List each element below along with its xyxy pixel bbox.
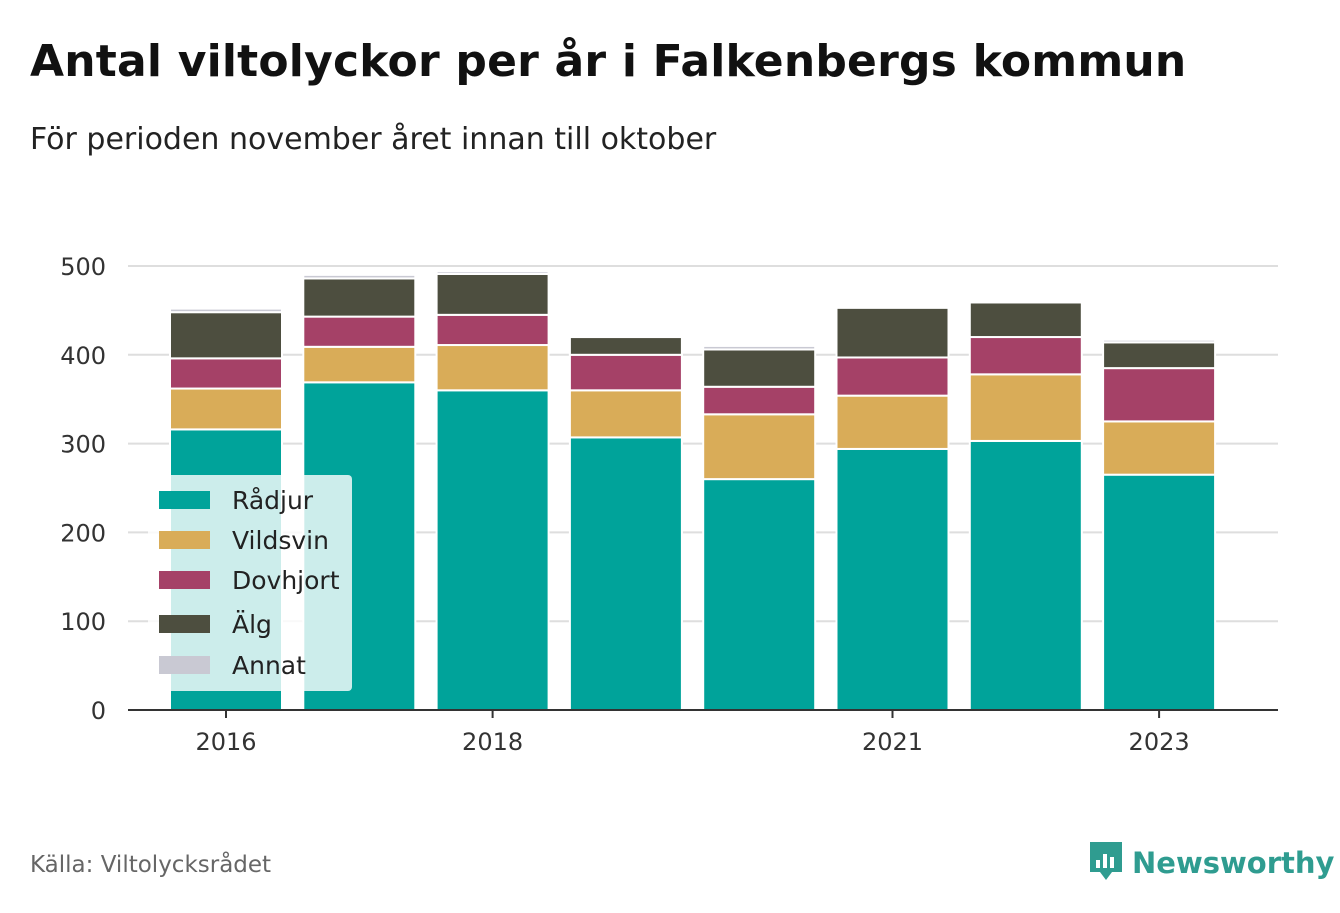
bar-segment: [835, 356, 950, 397]
bar-segment: [1102, 341, 1217, 370]
legend-label: Annat: [232, 651, 306, 680]
y-tick-label: 0: [91, 697, 106, 725]
chart-title: Antal viltolyckor per år i Falkenbergs k…: [30, 36, 1187, 87]
bar-segment: [702, 413, 817, 481]
bar-segment: [1102, 420, 1217, 476]
brand-name: Newsworthy: [1132, 846, 1335, 880]
bar-segment: [835, 447, 950, 711]
x-tick-label: 2023: [1129, 728, 1190, 756]
newsworthy-logo-icon: [1088, 840, 1124, 886]
bar-segment: [968, 299, 1083, 304]
legend-label: Vildsvin: [232, 526, 329, 555]
bar-segment: [435, 389, 550, 711]
source-note: Källa: Viltolycksrådet: [30, 852, 272, 878]
legend-swatch: [159, 531, 210, 549]
bar-segment: [568, 334, 683, 339]
legend-swatch: [159, 571, 210, 589]
bar-segment: [568, 436, 683, 711]
bar-segment: [835, 394, 950, 450]
bar-segment: [435, 344, 550, 392]
bar-segment: [302, 315, 417, 348]
bar-segment: [435, 270, 550, 275]
y-tick-label: 300: [60, 431, 106, 459]
y-tick-label: 500: [60, 253, 106, 281]
x-tick-label: 2016: [195, 728, 256, 756]
bar-segment: [968, 301, 1083, 339]
bar-segment: [835, 306, 950, 359]
bar-segment: [702, 478, 817, 711]
bar-segment: [568, 336, 683, 356]
bar-segment: [1102, 367, 1217, 423]
bar-segment: [435, 272, 550, 316]
bar-segment: [169, 307, 283, 314]
brand-logo[interactable]: Newsworthy: [1088, 840, 1334, 886]
bar-segment: [169, 311, 283, 360]
legend-label: Älg: [232, 610, 272, 639]
y-tick-label: 400: [60, 342, 106, 370]
bar-segment: [968, 373, 1083, 442]
bar-segment: [302, 273, 417, 280]
bar-segment: [568, 389, 683, 439]
legend-box: [148, 475, 352, 691]
legend-swatch: [159, 491, 210, 509]
bar-segment: [968, 336, 1083, 376]
chart-subtitle: För perioden november året innan till ok…: [30, 122, 717, 157]
bar-segment: [169, 357, 283, 390]
bar-segment: [302, 345, 417, 384]
legend-label: Rådjur: [232, 486, 314, 515]
bar-segment: [835, 304, 950, 309]
legend-swatch: [159, 615, 210, 633]
x-tick-label: 2021: [862, 728, 923, 756]
y-tick-label: 200: [60, 519, 106, 547]
bar-segment: [435, 313, 550, 347]
bar-segment: [1102, 473, 1217, 711]
bar-segment: [169, 387, 283, 431]
bar-segment: [1102, 338, 1217, 344]
bar-segment: [568, 353, 683, 392]
legend-label: Dovhjort: [232, 566, 340, 595]
x-tick-label: 2018: [462, 728, 523, 756]
bar-segment: [702, 344, 817, 351]
bar-segment: [968, 439, 1083, 711]
y-tick-label: 100: [60, 608, 106, 636]
bar-segment: [302, 277, 417, 318]
legend-swatch: [159, 656, 210, 674]
bar-segment: [702, 385, 817, 416]
bar-segment: [702, 348, 817, 388]
